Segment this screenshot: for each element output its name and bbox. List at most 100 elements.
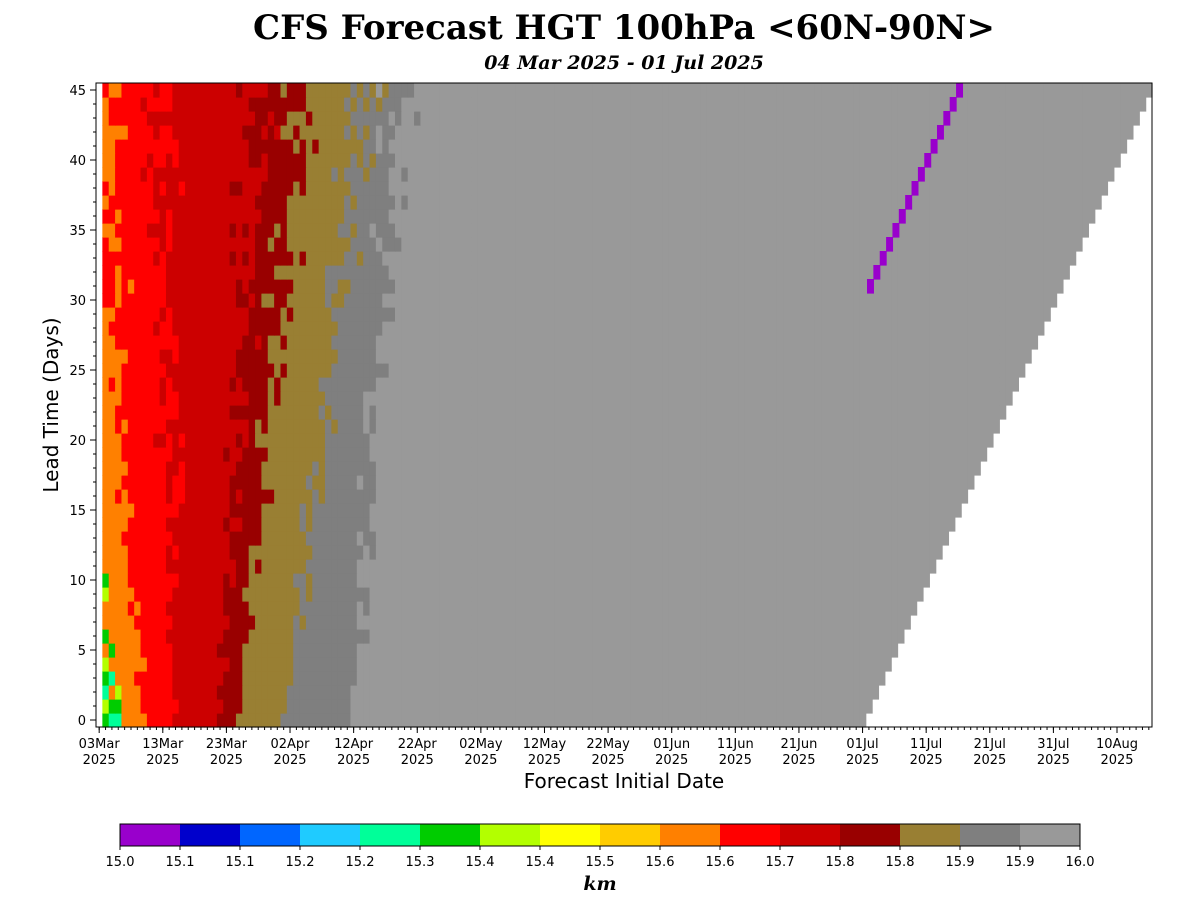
heatmap-cell (725, 335, 733, 350)
heatmap-cell (738, 377, 746, 392)
heatmap-cell (299, 601, 307, 616)
heatmap-cell (693, 685, 701, 700)
heatmap-cell (814, 531, 822, 546)
heatmap-cell (878, 349, 886, 364)
heatmap-cell (547, 657, 555, 672)
heatmap-cell (280, 545, 288, 560)
heatmap-cell (579, 657, 587, 672)
heatmap-cell (853, 223, 860, 238)
heatmap-cell (229, 713, 237, 728)
heatmap-cell (165, 671, 173, 686)
heatmap-cell (204, 391, 212, 406)
heatmap-cell (452, 545, 460, 560)
heatmap-cell (318, 279, 326, 294)
heatmap-cell (356, 377, 364, 392)
heatmap-cell (897, 265, 905, 280)
heatmap-cell (325, 419, 332, 434)
heatmap-cell (846, 265, 854, 280)
heatmap-cell (872, 671, 880, 686)
heatmap-cell (178, 237, 186, 252)
heatmap-cell (356, 517, 364, 532)
heatmap-cell (350, 699, 358, 714)
heatmap-cell (445, 615, 453, 630)
heatmap-cell (713, 307, 721, 322)
heatmap-cell (318, 321, 326, 336)
heatmap-cell (668, 391, 676, 406)
heatmap-cell (929, 279, 937, 294)
heatmap-cell (375, 251, 383, 266)
heatmap-cell (935, 391, 943, 406)
heatmap-cell (337, 713, 345, 728)
heatmap-cell (674, 531, 682, 546)
heatmap-cell (471, 433, 479, 448)
heatmap-cell (732, 335, 740, 350)
heatmap-cell (783, 587, 790, 602)
heatmap-cell (146, 643, 154, 658)
heatmap-cell (738, 321, 746, 336)
heatmap-cell (604, 391, 612, 406)
heatmap-cell (757, 377, 765, 392)
heatmap-cell (509, 461, 517, 476)
heatmap-cell (134, 489, 142, 504)
heatmap-cell (929, 321, 937, 336)
heatmap-cell (433, 391, 441, 406)
heatmap-cell (916, 405, 924, 420)
heatmap-cell (534, 223, 542, 238)
heatmap-cell (464, 517, 472, 532)
heatmap-cell (388, 237, 396, 252)
heatmap-cell (515, 573, 523, 588)
heatmap-cell (369, 489, 377, 504)
heatmap-cell (961, 363, 969, 378)
heatmap-cell (439, 517, 447, 532)
heatmap-cell (534, 405, 542, 420)
heatmap-cell (484, 293, 492, 308)
heatmap-cell (108, 349, 116, 364)
heatmap-cell (541, 615, 549, 630)
heatmap-cell (433, 475, 441, 490)
heatmap-cell (369, 307, 377, 322)
heatmap-cell (318, 223, 326, 238)
heatmap-cell (445, 265, 453, 280)
heatmap-cell (891, 293, 899, 308)
heatmap-cell (305, 447, 313, 462)
heatmap-cell (948, 475, 956, 490)
heatmap-cell (216, 307, 224, 322)
heatmap-cell (388, 685, 396, 700)
heatmap-cell (725, 475, 733, 490)
heatmap-cell (331, 475, 339, 490)
heatmap-cell (579, 405, 587, 420)
heatmap-cell (452, 335, 460, 350)
heatmap-cell (1024, 307, 1032, 322)
heatmap-cell (356, 461, 364, 476)
heatmap-cell (700, 559, 708, 574)
heatmap-cell (407, 475, 415, 490)
heatmap-cell (967, 433, 975, 448)
heatmap-cell (789, 671, 797, 686)
heatmap-cell (325, 545, 332, 560)
heatmap-cell (942, 223, 950, 238)
heatmap-cell (713, 573, 721, 588)
heatmap-cell (541, 671, 549, 686)
heatmap-cell (585, 517, 593, 532)
heatmap-cell (452, 531, 460, 546)
heatmap-cell (560, 307, 568, 322)
heatmap-cell (445, 601, 453, 616)
heatmap-cell (840, 643, 848, 658)
heatmap-cell (305, 349, 313, 364)
heatmap-cell (554, 685, 561, 700)
heatmap-cell (808, 391, 816, 406)
heatmap-cell (490, 615, 498, 630)
heatmap-cell (547, 349, 555, 364)
heatmap-cell (649, 559, 657, 574)
heatmap-cell (312, 251, 320, 266)
heatmap-cell (248, 419, 256, 434)
heatmap-cell (687, 503, 695, 518)
heatmap-cell (534, 265, 542, 280)
heatmap-cell (757, 489, 765, 504)
heatmap-cell (776, 391, 784, 406)
heatmap-cell (216, 321, 224, 336)
heatmap-cell (986, 279, 994, 294)
heatmap-cell (744, 293, 752, 308)
heatmap-cell (299, 321, 307, 336)
heatmap-cell (846, 461, 854, 476)
